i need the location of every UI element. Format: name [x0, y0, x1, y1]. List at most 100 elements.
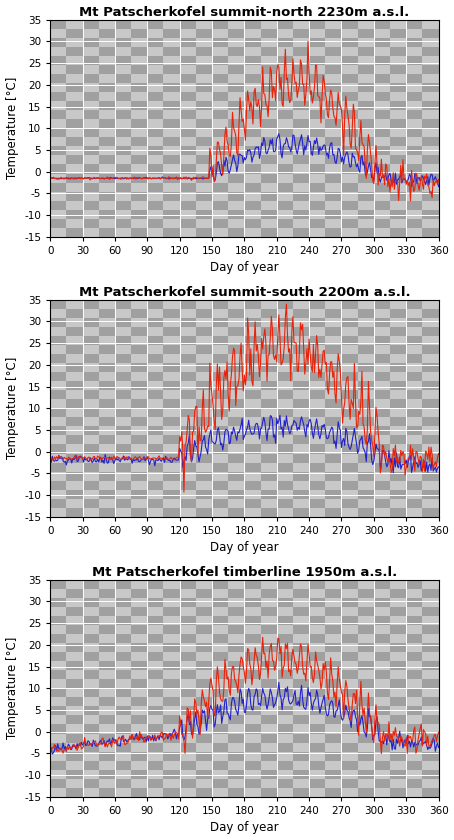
- Bar: [50, 101, 66, 110]
- Bar: [50, 155, 66, 165]
- Bar: [406, 444, 422, 454]
- Y-axis label: Temperature [°C]: Temperature [°C]: [5, 637, 19, 739]
- Bar: [180, 318, 196, 327]
- Bar: [99, 56, 115, 65]
- Bar: [325, 643, 341, 652]
- Bar: [358, 454, 374, 463]
- Bar: [147, 47, 163, 56]
- Bar: [325, 562, 341, 570]
- Bar: [293, 137, 309, 146]
- Bar: [83, 101, 99, 110]
- Bar: [422, 119, 439, 129]
- Bar: [406, 137, 422, 146]
- Bar: [406, 192, 422, 201]
- Bar: [83, 228, 99, 237]
- Bar: [83, 155, 99, 165]
- Bar: [325, 399, 341, 408]
- Bar: [83, 697, 99, 706]
- Bar: [228, 155, 244, 165]
- Bar: [277, 345, 293, 354]
- Bar: [358, 625, 374, 634]
- Bar: [163, 643, 180, 652]
- Bar: [341, 417, 358, 427]
- Bar: [309, 788, 325, 797]
- Bar: [99, 155, 115, 165]
- Bar: [83, 463, 99, 471]
- Bar: [147, 192, 163, 201]
- Bar: [66, 589, 83, 598]
- Bar: [147, 625, 163, 634]
- Bar: [50, 291, 66, 300]
- Bar: [406, 146, 422, 155]
- Bar: [83, 110, 99, 119]
- Bar: [212, 480, 228, 490]
- Bar: [325, 661, 341, 670]
- Bar: [293, 318, 309, 327]
- Bar: [406, 318, 422, 327]
- Bar: [131, 281, 147, 291]
- Bar: [261, 119, 277, 129]
- Bar: [309, 291, 325, 300]
- Bar: [309, 508, 325, 517]
- Bar: [147, 119, 163, 129]
- Bar: [163, 580, 180, 589]
- Bar: [131, 300, 147, 309]
- Bar: [99, 74, 115, 83]
- Bar: [131, 499, 147, 508]
- Bar: [422, 19, 439, 29]
- Bar: [406, 281, 422, 291]
- Bar: [406, 210, 422, 218]
- Bar: [374, 598, 390, 606]
- Bar: [228, 697, 244, 706]
- Bar: [358, 688, 374, 697]
- X-axis label: Day of year: Day of year: [210, 542, 279, 554]
- Bar: [390, 408, 406, 417]
- Bar: [406, 724, 422, 733]
- Bar: [66, 606, 83, 616]
- Bar: [358, 300, 374, 309]
- Bar: [115, 697, 131, 706]
- Bar: [228, 92, 244, 101]
- Bar: [277, 2, 293, 11]
- Bar: [277, 417, 293, 427]
- Bar: [50, 752, 66, 761]
- Bar: [244, 779, 261, 788]
- Bar: [406, 391, 422, 399]
- Bar: [244, 634, 261, 643]
- Bar: [309, 480, 325, 490]
- Bar: [66, 155, 83, 165]
- Bar: [341, 101, 358, 110]
- Bar: [83, 381, 99, 391]
- Bar: [244, 471, 261, 480]
- Bar: [131, 101, 147, 110]
- Bar: [244, 309, 261, 318]
- Bar: [131, 769, 147, 779]
- Bar: [293, 399, 309, 408]
- Bar: [358, 490, 374, 499]
- Bar: [261, 210, 277, 218]
- Bar: [439, 598, 454, 606]
- Bar: [83, 508, 99, 517]
- Bar: [406, 56, 422, 65]
- Bar: [422, 661, 439, 670]
- Bar: [325, 606, 341, 616]
- Bar: [277, 336, 293, 345]
- Bar: [374, 471, 390, 480]
- Bar: [325, 716, 341, 724]
- Bar: [341, 300, 358, 309]
- Bar: [439, 363, 454, 372]
- Bar: [66, 399, 83, 408]
- Bar: [390, 643, 406, 652]
- Bar: [196, 779, 212, 788]
- Bar: [293, 743, 309, 752]
- Bar: [99, 435, 115, 444]
- Bar: [180, 670, 196, 680]
- Bar: [83, 399, 99, 408]
- Bar: [309, 300, 325, 309]
- Bar: [390, 733, 406, 743]
- Bar: [83, 408, 99, 417]
- Bar: [261, 281, 277, 291]
- Bar: [50, 562, 66, 570]
- Bar: [131, 697, 147, 706]
- Bar: [244, 218, 261, 228]
